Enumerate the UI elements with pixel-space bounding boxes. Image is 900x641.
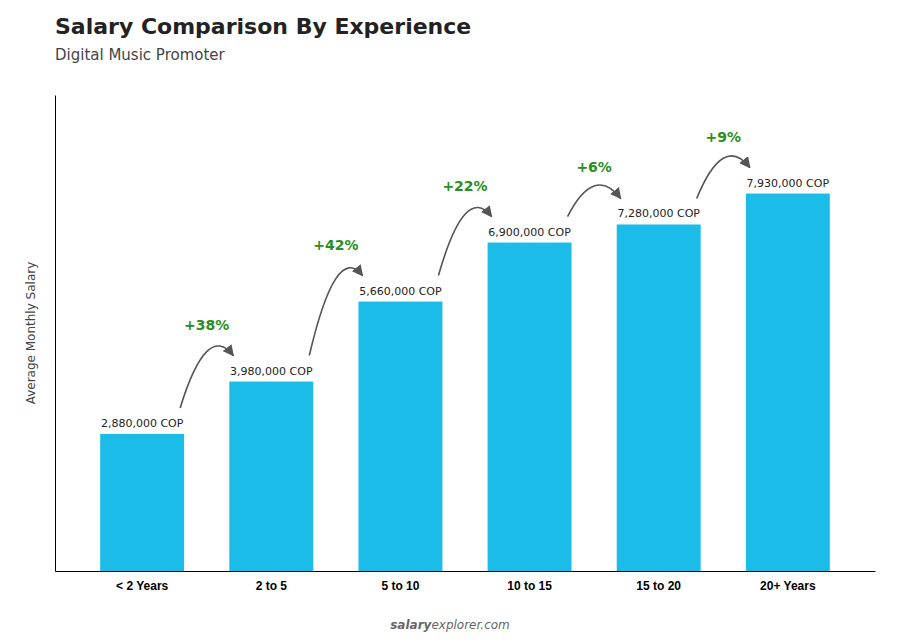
bar: [229, 382, 313, 571]
watermark: salaryexplorer.com: [390, 618, 510, 632]
annotation-arrow: [180, 346, 233, 408]
annotations: +38% +42% +22% +6% +9%: [180, 129, 750, 408]
bar: [746, 194, 830, 571]
chart-svg: Salary Comparison By Experience Digital M…: [0, 0, 900, 641]
x-tick-label: 15 to 20: [636, 579, 681, 593]
x-tick: 5 to 10: [381, 571, 419, 593]
data-label: 3,980,000 COP: [230, 365, 313, 378]
data-label: 7,930,000 COP: [747, 177, 830, 190]
watermark-part: explorer.com: [431, 618, 509, 632]
x-axis-line: [56, 571, 876, 572]
x-tick: 10 to 15: [507, 571, 552, 593]
x-tick-label: 10 to 15: [507, 579, 552, 593]
watermark-part: salary: [390, 618, 432, 632]
chart-container: Salary Comparison By Experience Digital M…: [0, 0, 900, 641]
plot: < 2 Years 2 to 5 5 to 10 10 to 15 15 to 20 20…: [56, 96, 876, 593]
data-label: 7,280,000 COP: [617, 207, 700, 220]
y-axis-title: Average Monthly Salary: [24, 262, 38, 405]
annotation: +22%: [442, 178, 487, 194]
x-tick: 2 to 5: [256, 571, 288, 593]
data-labels: 2,880,000 COP 3,980,000 COP 5,660,000 COP 6…: [101, 177, 829, 430]
data-label: 5,660,000 COP: [359, 285, 442, 298]
annotation: +42%: [313, 237, 358, 253]
y-axis: [55, 96, 56, 572]
annotation-arrow: [309, 268, 362, 356]
bar: [488, 243, 572, 571]
annotation: +38%: [184, 317, 229, 333]
data-label: 2,880,000 COP: [101, 417, 184, 430]
x-tick: 15 to 20: [636, 571, 681, 593]
annotation-arrow: [697, 156, 750, 199]
data-label: 6,900,000 COP: [488, 226, 571, 239]
annotation-arrow: [438, 207, 491, 275]
bar: [617, 224, 701, 571]
x-tick-label: 5 to 10: [381, 579, 419, 593]
bar: [358, 302, 442, 571]
x-tick: < 2 Years: [116, 571, 168, 593]
bars: [100, 194, 830, 571]
x-axis: < 2 Years 2 to 5 5 to 10 10 to 15 15 to 20 20…: [56, 571, 876, 593]
x-tick: 20+ Years: [760, 571, 816, 593]
annotation: +9%: [706, 129, 742, 145]
annotation: +6%: [576, 159, 612, 175]
bar: [100, 434, 184, 571]
title: Salary Comparison By Experience: [55, 14, 471, 39]
y-axis-line: [55, 96, 56, 572]
subtitle: Digital Music Promoter: [55, 46, 226, 64]
x-tick-label: 2 to 5: [256, 579, 288, 593]
x-tick-label: < 2 Years: [116, 579, 168, 593]
annotation-arrow: [568, 185, 621, 217]
x-tick-label: 20+ Years: [760, 579, 816, 593]
